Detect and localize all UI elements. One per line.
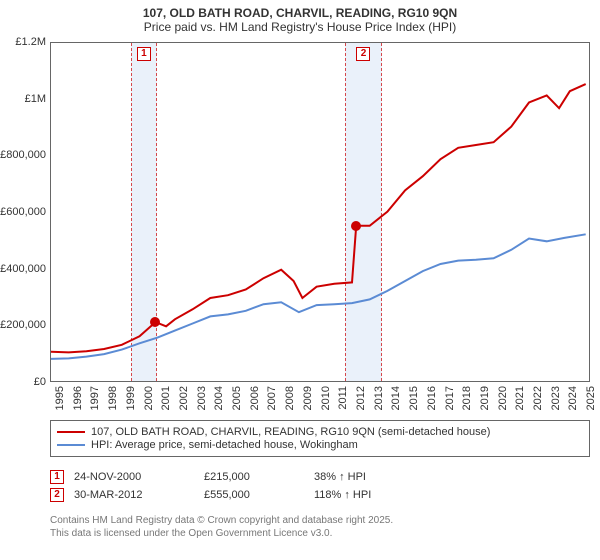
sale-row-2: 2 30-MAR-2012 £555,000 118% ↑ HPI xyxy=(50,488,590,502)
footer-line-1: Contains HM Land Registry data © Crown c… xyxy=(50,514,590,527)
sale-hpi-1: 38% ↑ HPI xyxy=(314,471,454,483)
title-block: 107, OLD BATH ROAD, CHARVIL, READING, RG… xyxy=(0,0,600,36)
band-marker: 1 xyxy=(137,47,151,61)
sale-dot xyxy=(351,221,361,231)
sale-date-1: 24-NOV-2000 xyxy=(74,471,194,483)
title-line-1: 107, OLD BATH ROAD, CHARVIL, READING, RG… xyxy=(4,6,596,20)
sale-row-1: 1 24-NOV-2000 £215,000 38% ↑ HPI xyxy=(50,470,590,484)
band-marker: 2 xyxy=(356,47,370,61)
series-lines xyxy=(51,43,591,383)
legend: 107, OLD BATH ROAD, CHARVIL, READING, RG… xyxy=(50,420,590,457)
y-tick-label: £400,000 xyxy=(0,263,46,275)
plot-box: 12 xyxy=(50,42,590,382)
legend-row-hpi: HPI: Average price, semi-detached house,… xyxy=(57,439,583,451)
footer: Contains HM Land Registry data © Crown c… xyxy=(50,514,590,540)
y-tick-label: £1.2M xyxy=(0,36,46,48)
sale-dot xyxy=(150,317,160,327)
sale-price-2: £555,000 xyxy=(204,489,304,501)
chart-area: £0£200,000£400,000£600,000£800,000£1M£1.… xyxy=(50,42,590,382)
y-tick-label: £1M xyxy=(0,93,46,105)
sale-hpi-2: 118% ↑ HPI xyxy=(314,489,454,501)
series-price_paid xyxy=(51,84,586,352)
y-tick-label: £200,000 xyxy=(0,319,46,331)
sales-table: 1 24-NOV-2000 £215,000 38% ↑ HPI 2 30-MA… xyxy=(50,466,590,506)
legend-swatch-price-paid xyxy=(57,431,85,433)
footer-line-2: This data is licensed under the Open Gov… xyxy=(50,527,590,540)
sale-price-1: £215,000 xyxy=(204,471,304,483)
y-tick-label: £0 xyxy=(0,376,46,388)
legend-row-price-paid: 107, OLD BATH ROAD, CHARVIL, READING, RG… xyxy=(57,426,583,438)
y-tick-label: £800,000 xyxy=(0,149,46,161)
sale-marker-2: 2 xyxy=(50,488,64,502)
sale-date-2: 30-MAR-2012 xyxy=(74,489,194,501)
title-line-2: Price paid vs. HM Land Registry's House … xyxy=(4,20,596,34)
chart-container: 107, OLD BATH ROAD, CHARVIL, READING, RG… xyxy=(0,0,600,560)
y-tick-label: £600,000 xyxy=(0,206,46,218)
sale-marker-1: 1 xyxy=(50,470,64,484)
legend-label-hpi: HPI: Average price, semi-detached house,… xyxy=(91,439,358,451)
legend-swatch-hpi xyxy=(57,444,85,446)
legend-label-price-paid: 107, OLD BATH ROAD, CHARVIL, READING, RG… xyxy=(91,426,490,438)
